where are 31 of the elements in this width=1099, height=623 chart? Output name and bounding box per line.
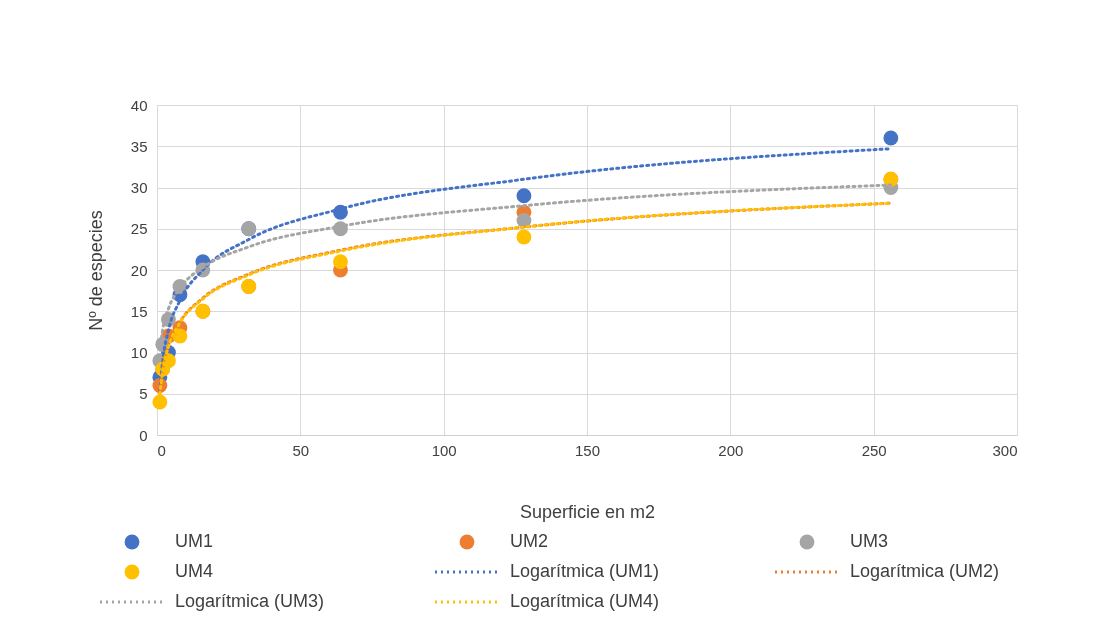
y-tick-label: 10 [130,344,148,361]
y-axis-title: Nº de especies [85,210,106,331]
legend-label: UM3 [850,531,889,551]
y-tick-label: 25 [130,220,148,238]
y-tick-label: 20 [130,261,148,279]
y-tick-label: 15 [130,302,148,320]
point [516,229,532,245]
legend-label: UM2 [510,531,549,551]
point [333,254,348,270]
x-tick-label: 150 [574,441,601,459]
legend-label: UM4 [175,561,214,581]
point [883,130,899,146]
legend-label: Logarítmica (UM3) [175,591,325,611]
x-tick-label: 300 [992,441,1018,459]
x-tick-label: 100 [431,441,457,459]
x-tick-label: 250 [861,441,887,459]
legend-label: Logarítmica (UM4) [510,591,660,611]
y-tick-label: 40 [130,96,148,114]
y-tick-label: 35 [130,137,148,155]
legend-label: Logarítmica (UM2) [850,561,1000,581]
legend-label: Logarítmica (UM1) [510,561,660,581]
point [516,188,532,204]
x-tick-label: 0 [157,441,166,459]
point [152,394,168,410]
x-tick-label: 200 [718,441,744,459]
y-tick-label: 30 [130,179,148,196]
x-axis-title: Superficie en m2 [519,501,656,522]
legend-label: UM1 [175,531,214,551]
x-tick-label: 50 [292,441,310,459]
y-tick-label: 0 [139,426,148,444]
y-tick-label: 5 [139,385,148,403]
